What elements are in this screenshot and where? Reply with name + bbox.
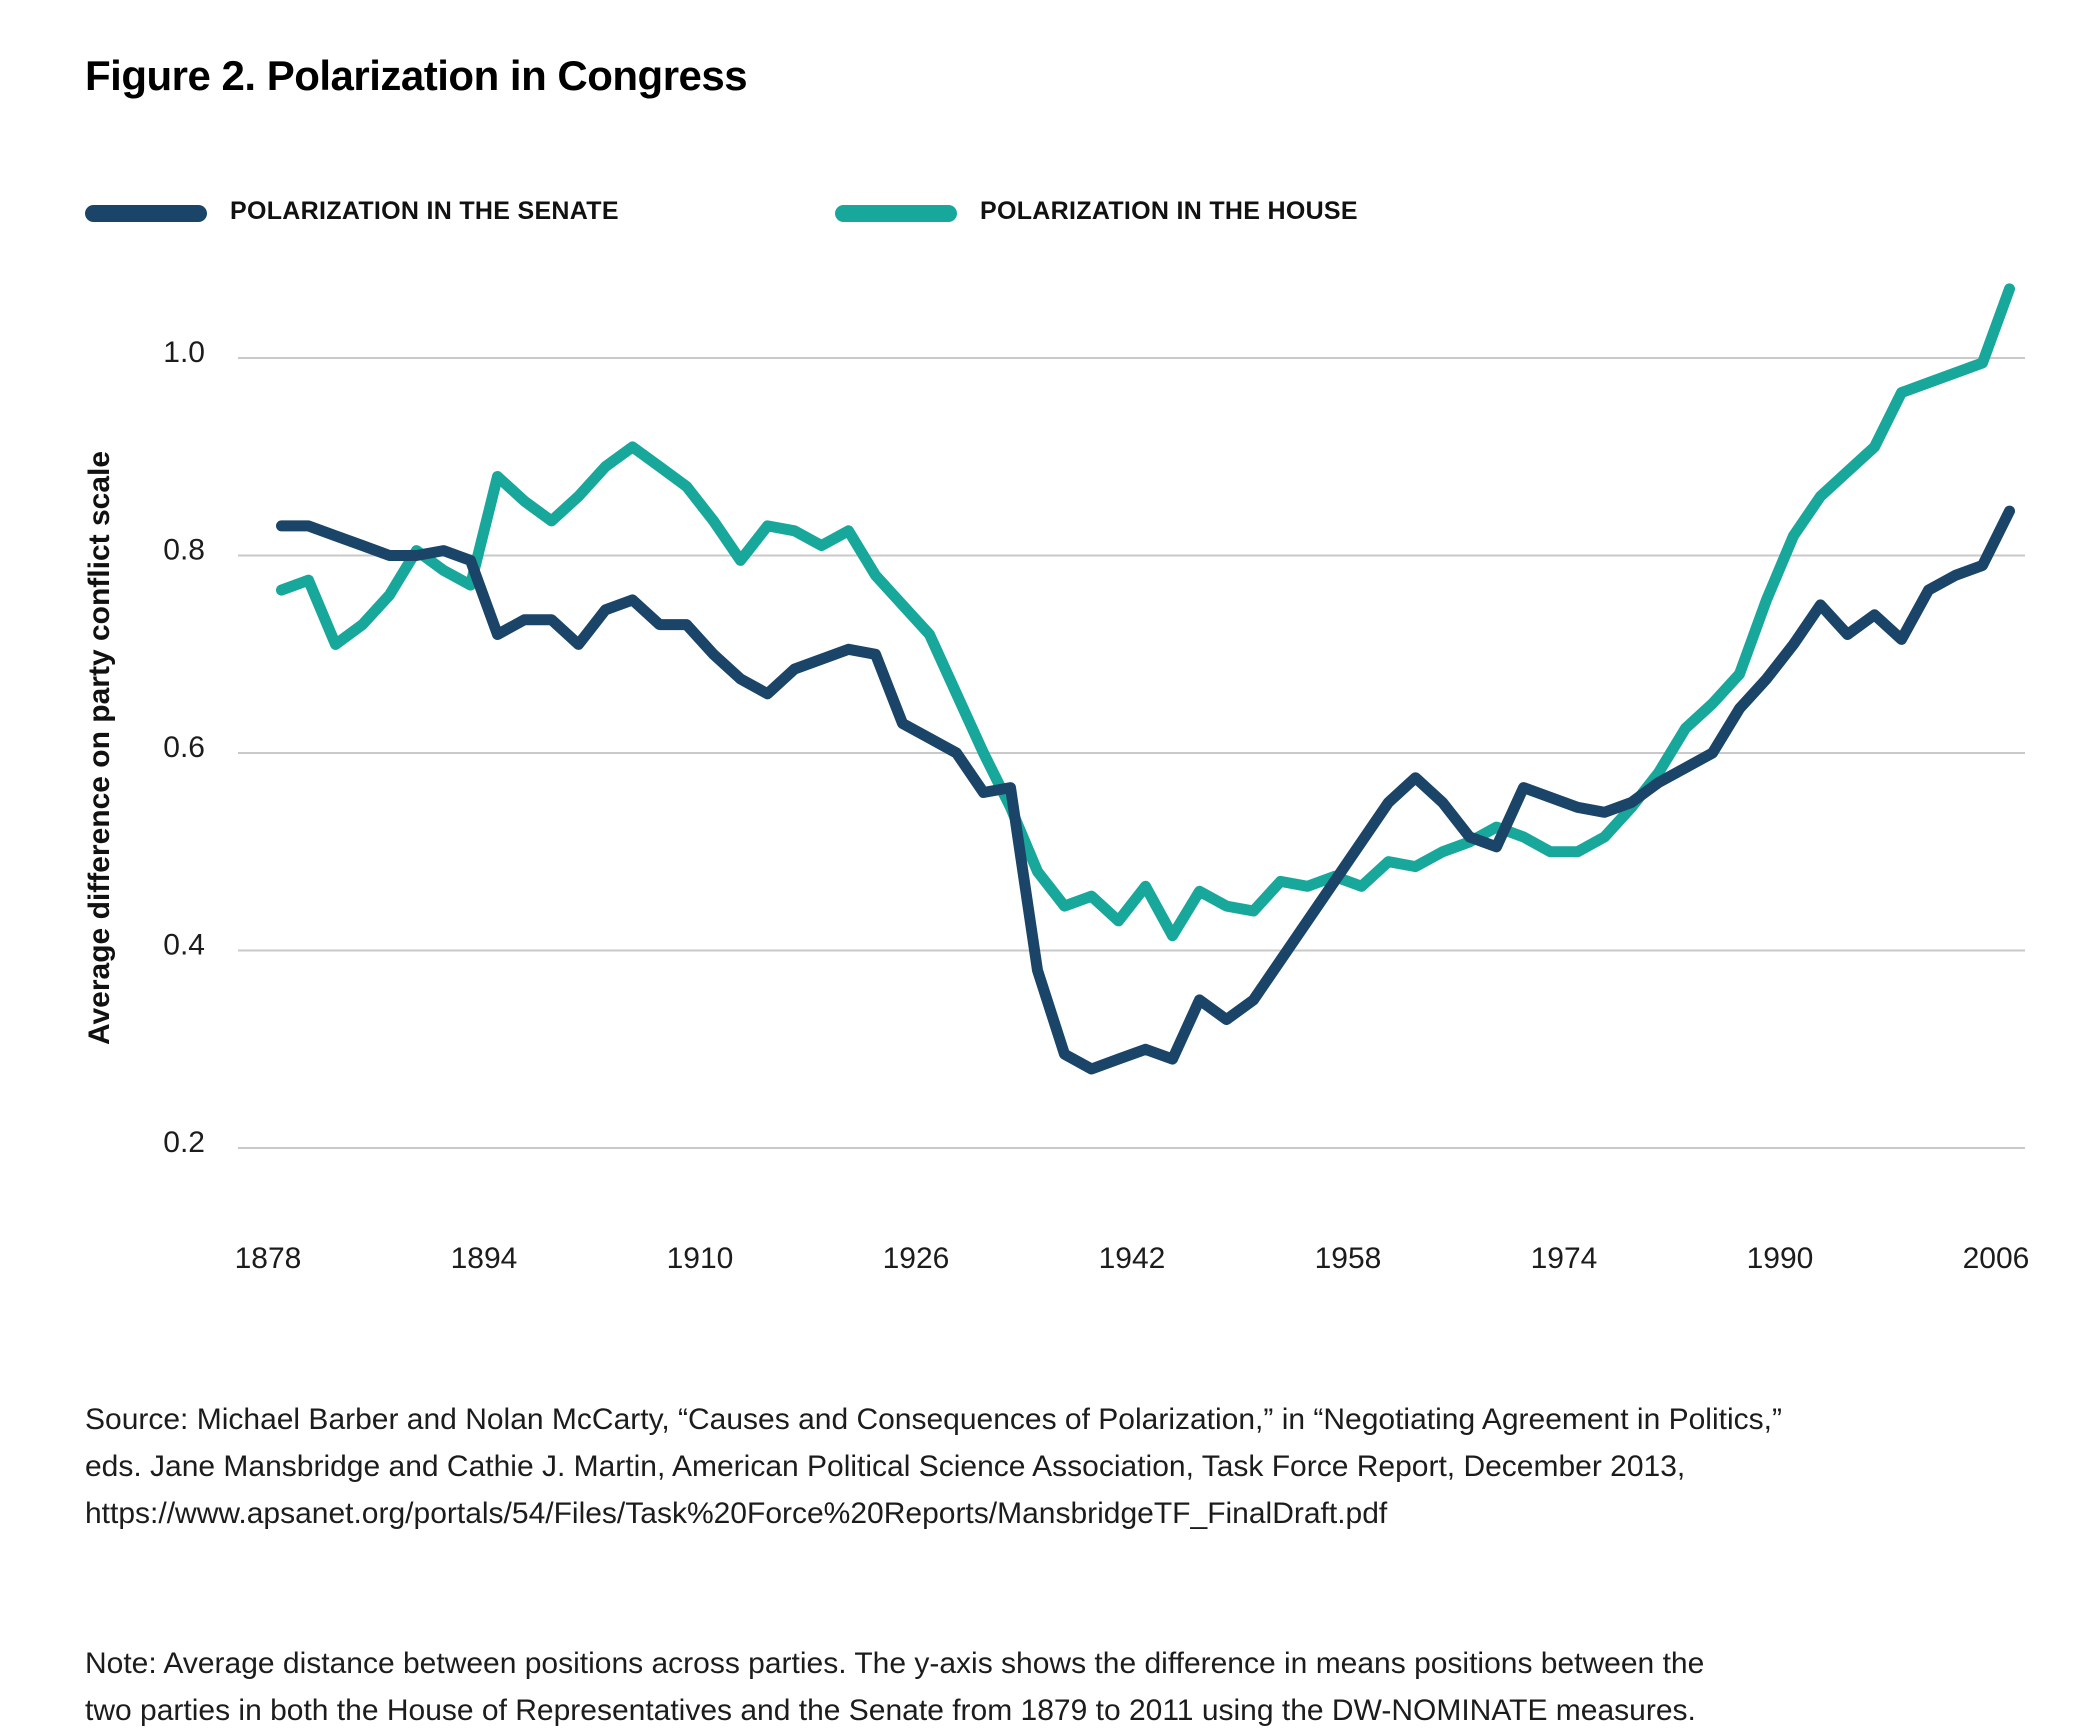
x-tick-label: 1926 xyxy=(883,1242,950,1275)
y-tick-label: 0.4 xyxy=(163,929,205,962)
x-tick-label: 1942 xyxy=(1099,1242,1166,1275)
note-text: Note: Average distance between positions… xyxy=(85,1647,1705,1727)
house-line-swatch-icon xyxy=(835,205,957,222)
x-tick-label: 1878 xyxy=(235,1242,302,1275)
x-tick-label: 2006 xyxy=(1963,1242,2030,1275)
x-tick-label: 1894 xyxy=(451,1242,518,1275)
x-tick-label: 1958 xyxy=(1315,1242,1382,1275)
y-tick-label: 0.2 xyxy=(163,1126,205,1159)
y-tick-label: 0.8 xyxy=(163,534,205,567)
x-tick-label: 1974 xyxy=(1531,1242,1598,1275)
senate-legend-label: POLARIZATION IN THE SENATE xyxy=(230,197,619,225)
house-line xyxy=(276,283,2015,942)
senate-line-swatch-icon xyxy=(85,205,207,222)
x-tick-label: 1990 xyxy=(1747,1242,1814,1275)
x-tick-label: 1910 xyxy=(667,1242,734,1275)
house-legend-label: POLARIZATION IN THE HOUSE xyxy=(980,197,1358,225)
senate-line xyxy=(276,505,2015,1075)
figure-title: Figure 2. Polarization in Congress xyxy=(85,52,748,99)
y-tick-label: 0.6 xyxy=(163,731,205,764)
source-text: Source: Michael Barber and Nolan McCarty… xyxy=(85,1403,1782,1530)
legend: POLARIZATION IN THE SENATE POLARIZATION … xyxy=(0,195,2084,235)
polarization-line-chart: 1.0 0.8 0.6 0.4 0.2 1878 1894 1910 1926 1942 1958 1… xyxy=(163,283,2030,1275)
y-tick-label: 1.0 xyxy=(163,336,205,369)
